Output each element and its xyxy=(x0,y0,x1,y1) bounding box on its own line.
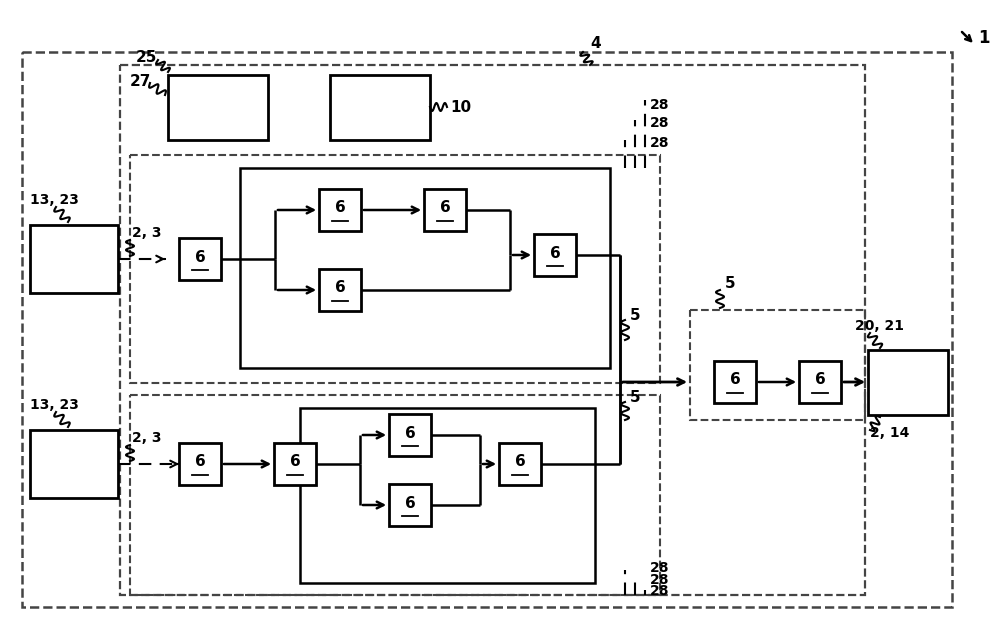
Bar xyxy=(534,234,576,276)
Text: 2, 14: 2, 14 xyxy=(870,426,909,440)
Bar xyxy=(799,361,841,403)
Bar xyxy=(30,430,118,498)
Text: 6: 6 xyxy=(730,372,740,388)
Bar xyxy=(389,414,431,456)
Text: 6: 6 xyxy=(405,426,415,441)
Text: 25: 25 xyxy=(136,51,157,66)
Text: 6: 6 xyxy=(405,496,415,511)
Text: 5: 5 xyxy=(630,308,641,322)
Text: 6: 6 xyxy=(335,201,345,216)
Text: 28: 28 xyxy=(650,573,670,587)
Text: 6: 6 xyxy=(515,454,525,469)
Bar xyxy=(868,350,948,415)
Bar xyxy=(120,65,865,595)
Text: 13, 23: 13, 23 xyxy=(30,193,79,207)
Text: 10: 10 xyxy=(450,99,471,114)
Bar xyxy=(714,361,756,403)
Bar xyxy=(319,189,361,231)
Text: 5: 5 xyxy=(725,276,736,291)
Text: 2, 3: 2, 3 xyxy=(132,431,162,445)
Text: 6: 6 xyxy=(195,454,205,469)
Text: 28: 28 xyxy=(650,584,670,598)
Text: 13, 23: 13, 23 xyxy=(30,398,79,412)
Bar xyxy=(30,225,118,293)
Bar xyxy=(168,75,268,140)
Bar xyxy=(240,168,610,368)
Text: 28: 28 xyxy=(650,561,670,575)
Bar xyxy=(300,408,595,583)
Bar xyxy=(330,75,430,140)
Text: 6: 6 xyxy=(550,246,560,261)
Text: 28: 28 xyxy=(650,98,670,112)
Text: 6: 6 xyxy=(335,281,345,296)
Text: 28: 28 xyxy=(650,136,670,150)
Bar xyxy=(389,484,431,526)
Text: 6: 6 xyxy=(815,372,825,388)
Bar xyxy=(499,443,541,485)
Bar xyxy=(274,443,316,485)
Bar xyxy=(319,269,361,311)
Bar xyxy=(424,189,466,231)
Text: 1: 1 xyxy=(978,29,990,47)
Text: 27: 27 xyxy=(130,74,151,89)
Text: 5: 5 xyxy=(630,389,641,404)
Text: 28: 28 xyxy=(650,116,670,130)
Bar xyxy=(22,52,952,607)
Bar xyxy=(130,155,660,383)
Bar xyxy=(690,310,865,420)
Bar xyxy=(179,238,221,280)
Text: 4: 4 xyxy=(590,36,601,51)
Text: 6: 6 xyxy=(195,249,205,264)
Text: 2, 3: 2, 3 xyxy=(132,226,162,240)
Text: 6: 6 xyxy=(440,201,450,216)
Text: 20, 21: 20, 21 xyxy=(855,319,904,333)
Text: 6: 6 xyxy=(290,454,300,469)
Bar xyxy=(130,395,660,595)
Bar xyxy=(179,443,221,485)
